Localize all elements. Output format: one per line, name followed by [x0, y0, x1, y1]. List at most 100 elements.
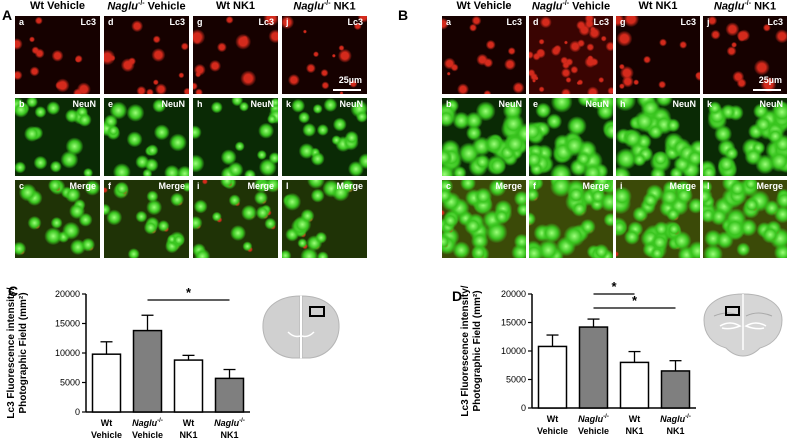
bar-2 [173, 359, 204, 413]
micrograph-stain-label: NeuN [498, 99, 522, 109]
micrograph-b-k: k NeuN [703, 98, 787, 176]
column-title-b-1: Naglu-/- Vehicle [531, 0, 611, 13]
micrograph-a-e: e NeuN [104, 98, 189, 176]
scale-bar [333, 89, 361, 91]
micrograph-sublabel: g [620, 17, 626, 27]
micrograph-stain-label: Merge [158, 181, 185, 191]
y-axis-label: Lc3 Fluorescence intensity/Photographic … [6, 287, 29, 418]
micrograph-sublabel: l [286, 181, 289, 191]
micrograph-stain-label: Lc3 [258, 17, 274, 27]
bar-0 [537, 345, 568, 409]
micrograph-b-b: b NeuN [442, 98, 526, 176]
micrograph-stain-label: Merge [69, 181, 96, 191]
x-tick-label-line2-2: NK1 [625, 426, 643, 436]
micrograph-sublabel: c [446, 181, 452, 191]
x-tick-label-line2-1: Vehicle [578, 426, 609, 436]
micrograph-sublabel: a [446, 17, 452, 27]
micrograph-a-b: b NeuN [15, 98, 100, 176]
bar-2 [619, 361, 650, 409]
micrograph-sublabel: j [286, 17, 289, 27]
y-tick-label: 5000 [60, 378, 80, 388]
bar-1 [578, 326, 609, 409]
x-tick-label-1: Naglu-/- [578, 414, 609, 424]
panel-letter-b: B [398, 7, 409, 23]
column-title-a-1: Naglu-/- Vehicle [107, 0, 186, 13]
micrograph-a-h: h NeuN [193, 98, 278, 176]
column-title-a-0: Wt Vehicle [29, 0, 86, 12]
micrograph-sublabel: c [19, 181, 25, 191]
micrograph-a-l: l Merge [282, 180, 367, 258]
y-tick-label: 5000 [506, 375, 526, 385]
x-tick-label-1: Naglu-/- [132, 418, 163, 428]
micrograph-a-a: a Lc3 [15, 16, 100, 94]
micrograph-stain-label: Merge [247, 181, 274, 191]
x-tick-label-3: Naglu-/- [660, 414, 691, 424]
micrograph-b-i: i Merge [616, 180, 700, 258]
micrograph-b-j: j Lc3 25µm [703, 16, 787, 94]
micrograph-stain-label: NeuN [161, 99, 185, 109]
micrograph-sublabel: d [533, 17, 539, 27]
micrograph-stain-label: Merge [756, 181, 783, 191]
x-tick-label-line2-1: Vehicle [132, 430, 163, 440]
bar-0 [91, 353, 122, 413]
scale-bar [753, 89, 781, 91]
micrograph-a-c: c Merge [15, 180, 100, 258]
bar-chart-c: Lc3 Fluorescence intensity/Photographic … [6, 285, 250, 440]
micrograph-a-d: d Lc3 [104, 16, 189, 94]
micrograph-sublabel: h [197, 99, 203, 109]
micrograph-sublabel: d [108, 17, 114, 27]
micrograph-sublabel: g [197, 17, 203, 27]
significance-star-0: * [186, 285, 192, 300]
micrograph-b-c: c Merge [442, 180, 526, 258]
x-tick-label-3: Naglu-/- [214, 418, 245, 428]
significance-star-1: * [632, 293, 638, 308]
y-tick-label: 20000 [501, 289, 526, 299]
micrograph-stain-label: Merge [669, 181, 696, 191]
micrograph-stain-label: NeuN [585, 99, 609, 109]
micrograph-b-l: l Merge [703, 180, 787, 258]
x-tick-label-2: Wt [183, 418, 195, 428]
micrograph-b-f: f Merge [529, 180, 613, 258]
micrograph-a-g: g Lc3 [193, 16, 278, 94]
micrograph-stain-label: Lc3 [506, 17, 522, 27]
bar-3 [214, 377, 245, 413]
x-tick-label-0: Wt [101, 418, 113, 428]
y-tick-label: 20000 [55, 289, 80, 299]
panel-letter-c: C [8, 283, 19, 299]
micrograph-sublabel: l [707, 181, 710, 191]
micrograph-b-g: g Lc3 [616, 16, 700, 94]
micrograph-stain-label: Merge [582, 181, 609, 191]
brain-schematic-cortex [262, 295, 340, 359]
x-tick-label-line2-2: NK1 [179, 430, 197, 440]
micrograph-sublabel: e [108, 99, 114, 109]
micrograph-stain-label: Merge [495, 181, 522, 191]
y-tick-label: 15000 [501, 318, 526, 328]
micrograph-stain-label: NeuN [72, 99, 96, 109]
micrograph-sublabel: i [197, 181, 200, 191]
significance-star-0: * [611, 282, 617, 294]
micrograph-stain-label: Lc3 [680, 17, 696, 27]
x-tick-label-line2-3: NK1 [666, 426, 684, 436]
brain-schematic-hippocampus [703, 293, 783, 357]
y-tick-label: 10000 [55, 348, 80, 358]
micrograph-stain-label: Merge [336, 181, 363, 191]
micrograph-stain-label: NeuN [672, 99, 696, 109]
micrograph-sublabel: b [19, 99, 25, 109]
micrograph-sublabel: j [707, 17, 710, 27]
x-tick-label-0: Wt [547, 414, 559, 424]
y-tick-label: 0 [75, 407, 80, 417]
y-tick-label: 15000 [55, 319, 80, 329]
micrograph-sublabel: a [19, 17, 25, 27]
micrograph-a-i: i Merge [193, 180, 278, 258]
region-box-hippocampus [725, 306, 740, 316]
scale-bar-label: 25µm [758, 75, 782, 85]
bar-1 [132, 329, 163, 413]
column-title-a-3: Naglu-/- NK1 [293, 0, 356, 13]
panel-letter-d: D [452, 288, 463, 304]
brain-left-hemisphere [262, 295, 301, 359]
column-title-a-2: Wt NK1 [215, 0, 256, 12]
micrograph-b-a: a Lc3 [442, 16, 526, 94]
micrograph-b-e: e NeuN [529, 98, 613, 176]
micrograph-stain-label: Lc3 [593, 17, 609, 27]
micrograph-stain-label: NeuN [339, 99, 363, 109]
